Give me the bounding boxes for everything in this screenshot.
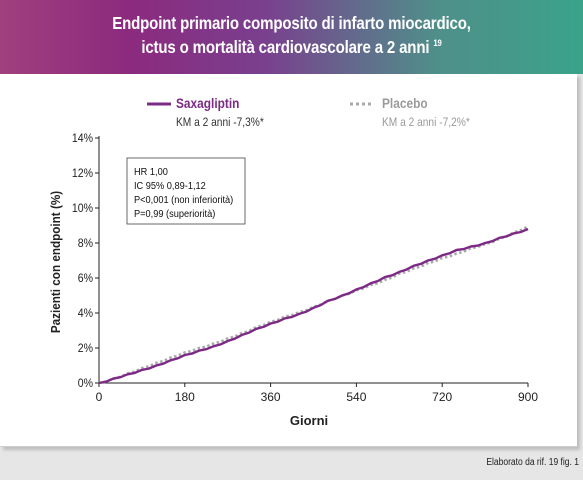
stat-hr: HR 1,00 (134, 167, 168, 179)
legend: Saxagliptin KM a 2 anni -7,3%* Placebo K… (147, 95, 470, 129)
stats-box-frame (126, 157, 246, 225)
source-note: Elaborato da rif. 19 fig. 1 (486, 457, 579, 468)
x-ticks: 0 180 360 540 720 900 (96, 383, 538, 404)
title-reference: 19 (433, 38, 442, 49)
stat-p-noninferiority: P<0,001 (non inferiorità) (134, 195, 233, 207)
series-line-saxagliptin (98, 227, 529, 385)
x-tick-label: 540 (346, 390, 366, 404)
legend-saxagliptin-km: KM a 2 anni -7,3%* (176, 116, 264, 129)
y-ticks: 0% 2% 4% 6% 8% 10% 12% 14% (72, 132, 99, 390)
legend-placebo-name: Placebo (382, 95, 428, 111)
legend-saxagliptin-name: Saxagliptin (176, 95, 240, 111)
y-tick-label: 2% (78, 342, 93, 355)
chart-header: Endpoint primario composito di infarto m… (0, 0, 583, 74)
x-tick-label: 0 (96, 390, 103, 404)
chart-title-line2: ictus o mortalità cardiovascolare a 2 an… (41, 34, 542, 58)
x-tick-label: 720 (432, 390, 452, 404)
x-tick-label: 900 (518, 390, 538, 404)
y-tick-label: 12% (72, 167, 93, 180)
x-tick-label: 360 (261, 390, 281, 404)
chart-title-line1: Endpoint primario composito di infarto m… (112, 13, 471, 33)
y-tick-label: 6% (78, 272, 93, 285)
x-tick-label: 180 (175, 390, 195, 404)
legend-placebo-km: KM a 2 anni -7,2%* (382, 116, 470, 129)
y-tick-label: 4% (78, 307, 93, 320)
y-tick-label: 14% (72, 132, 93, 145)
chart-panel (0, 74, 577, 447)
x-axis-label: Giorni (290, 413, 328, 428)
y-axis-label: Pazienti con endpoint (%) (48, 191, 63, 333)
chart-title-line2-text: ictus o mortalità cardiovascolare a 2 an… (141, 37, 430, 57)
stat-ci: IC 95% 0,89-1,12 (134, 181, 206, 193)
y-tick-label: 0% (78, 377, 93, 390)
y-tick-label: 10% (72, 202, 93, 215)
stats-box: HR 1,00 IC 95% 0,89-1,12 P<0,001 (non in… (126, 157, 246, 225)
series-lines (98, 225, 529, 385)
stat-p-superiority: P=0,99 (superiorità) (134, 209, 215, 221)
y-tick-label: 8% (78, 237, 93, 250)
series-line-placebo (98, 225, 529, 385)
